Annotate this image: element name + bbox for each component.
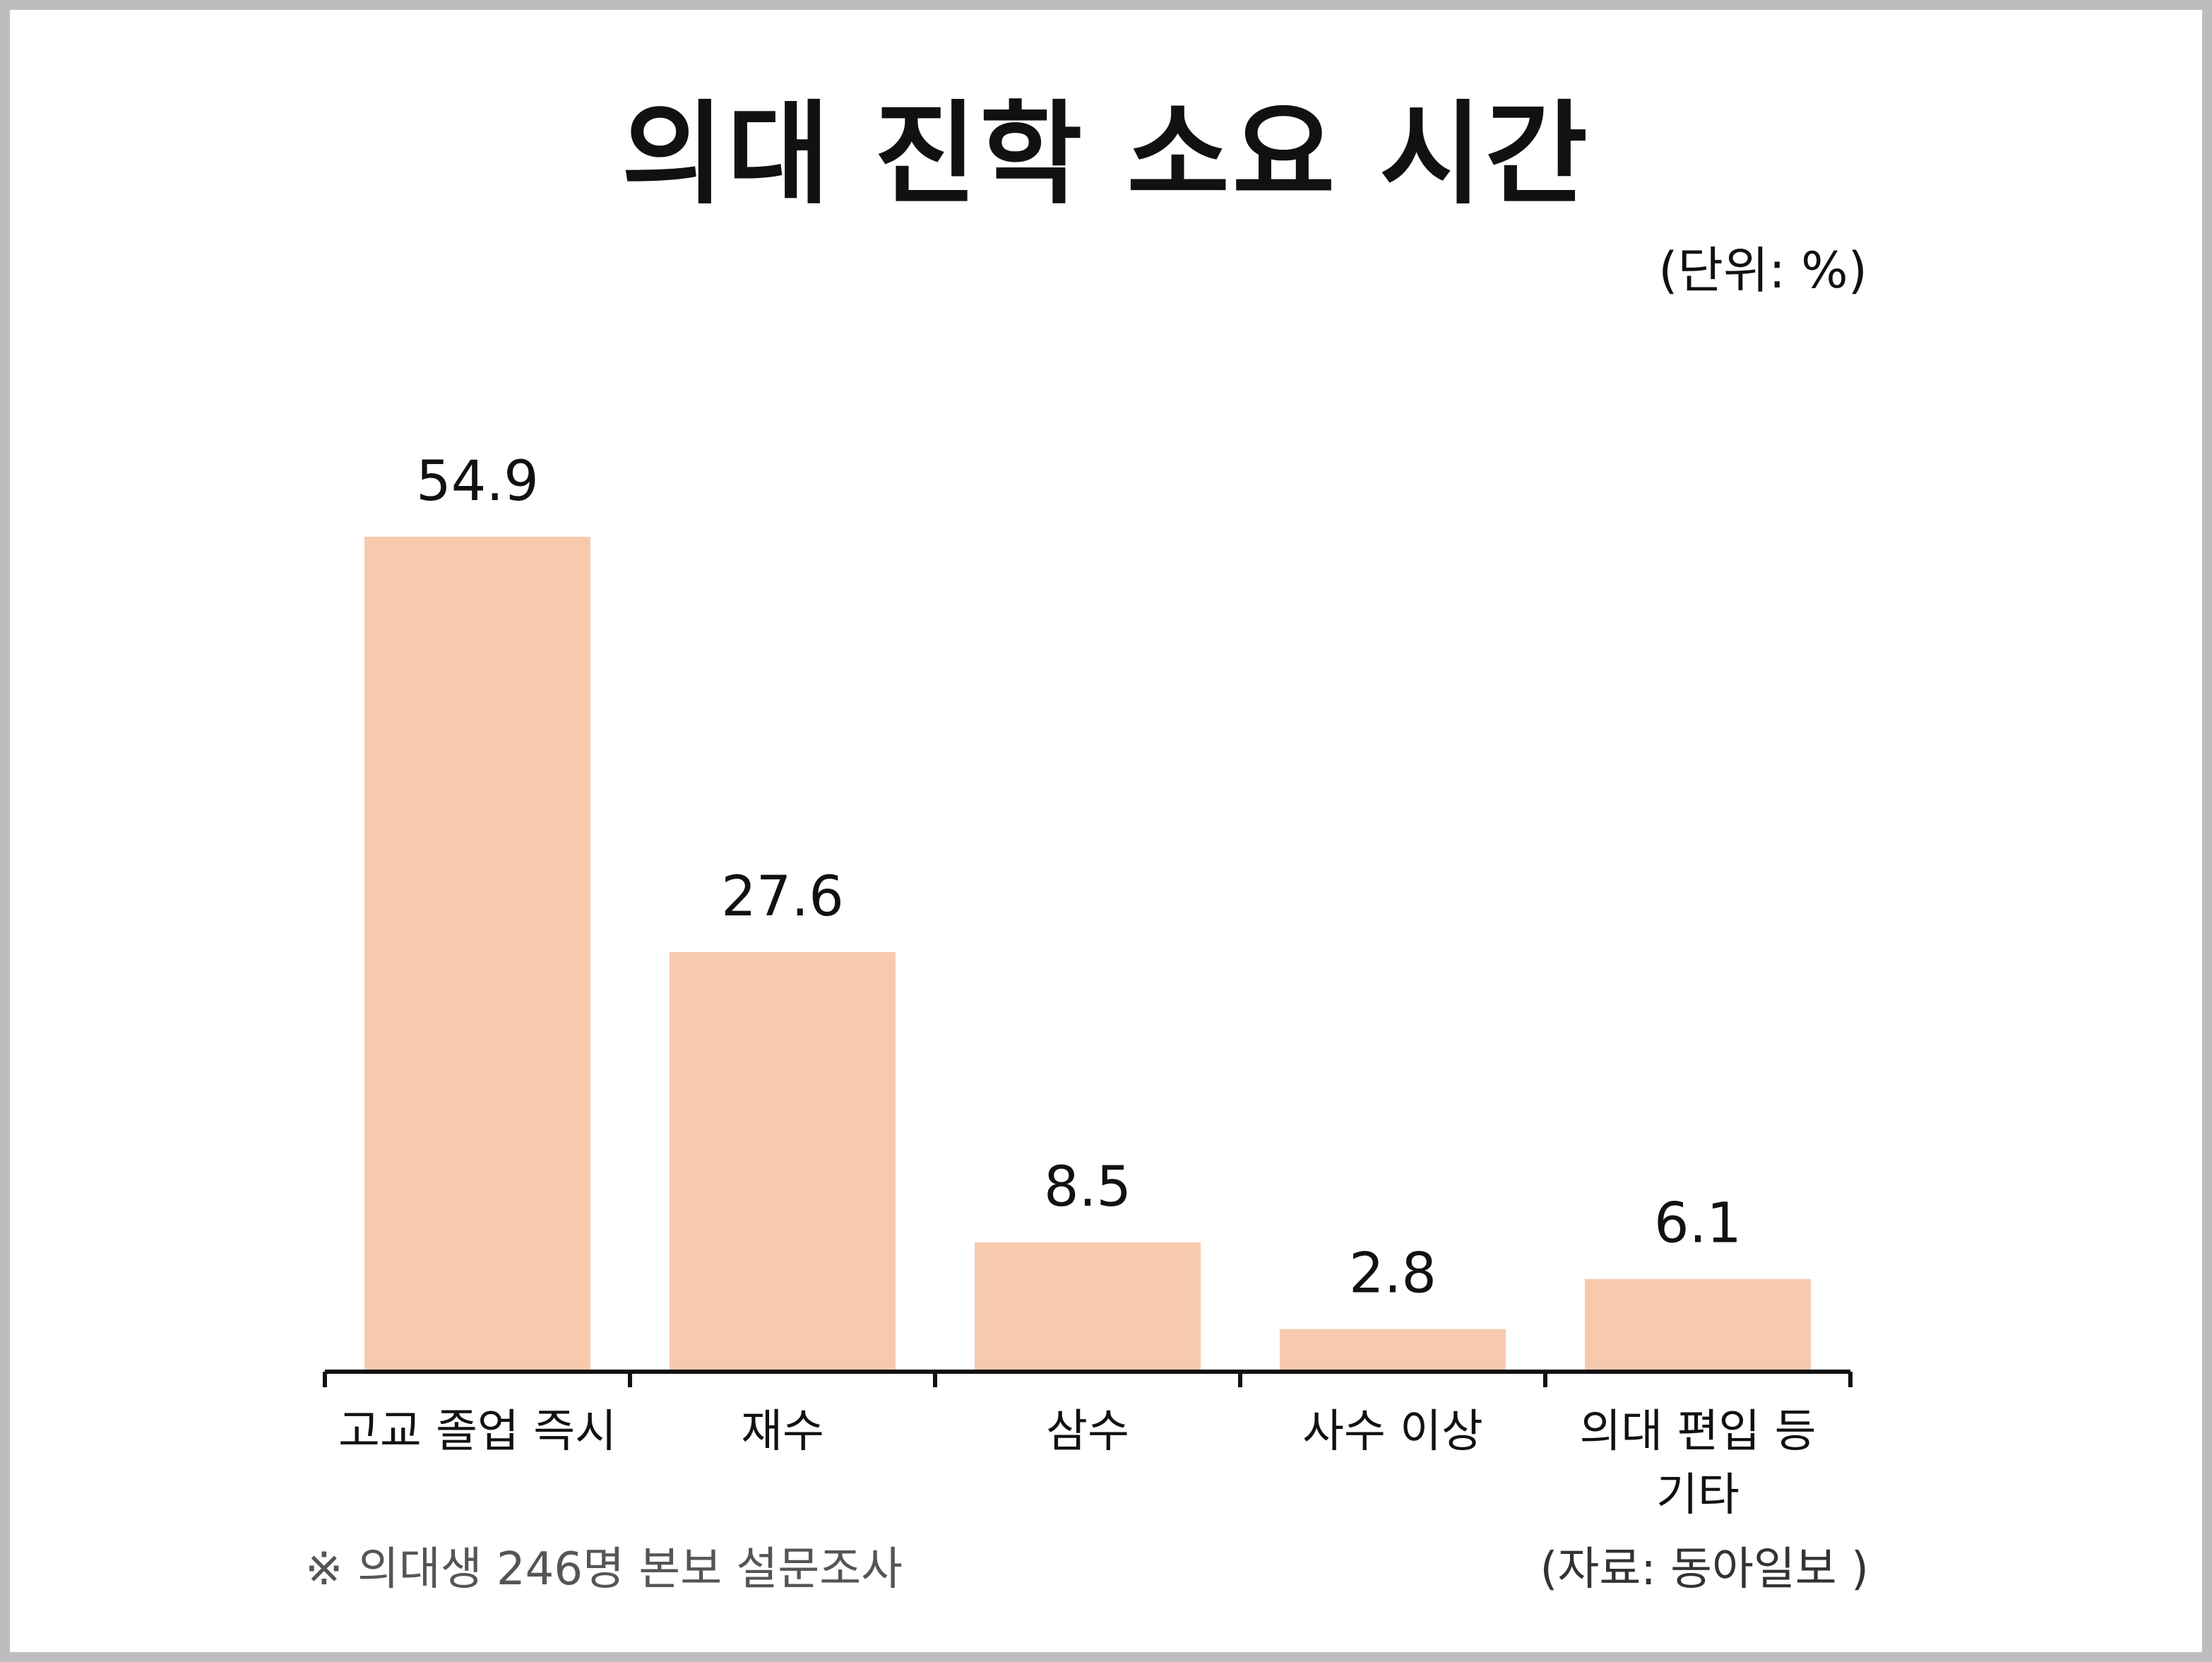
value-label-4: 2.8 — [1349, 1242, 1437, 1306]
category-label-5-line-1: 의대 편입 등 — [1579, 1406, 1816, 1458]
value-label-1: 54.9 — [416, 450, 539, 514]
bar-4 — [1280, 1329, 1506, 1372]
source-label: (자료: 동아일보 ) — [1540, 1543, 1869, 1596]
value-label-3: 8.5 — [1044, 1156, 1131, 1219]
category-label-2: 재수 — [741, 1406, 824, 1458]
labels-layer: 54.9 고교 졸업 즉시 27.6 재수 8.5 삼수 2.8 사수 이상 6.1 의대 편입 … — [338, 450, 1816, 1521]
category-label-1: 고교 졸업 즉시 — [338, 1406, 617, 1458]
unit-label: (단위: %) — [1658, 242, 1867, 299]
bar-5 — [1585, 1278, 1811, 1372]
bar-3 — [975, 1242, 1201, 1372]
bar-2 — [670, 951, 896, 1372]
category-label-4: 사수 이상 — [1302, 1406, 1483, 1458]
survey-footnote: ※ 의대생 246명 본보 설문조사 — [305, 1543, 903, 1596]
value-label-2: 27.6 — [721, 865, 844, 929]
category-label-5-line-2: 기타 — [1656, 1469, 1740, 1521]
category-label-3: 삼수 — [1046, 1406, 1129, 1458]
chart-title: 의대 진학 소요 시간 — [622, 90, 1590, 220]
bar-1 — [364, 537, 590, 1372]
bars-layer — [364, 537, 1811, 1372]
x-axis — [323, 1370, 1853, 1387]
value-label-5: 6.1 — [1654, 1192, 1742, 1256]
